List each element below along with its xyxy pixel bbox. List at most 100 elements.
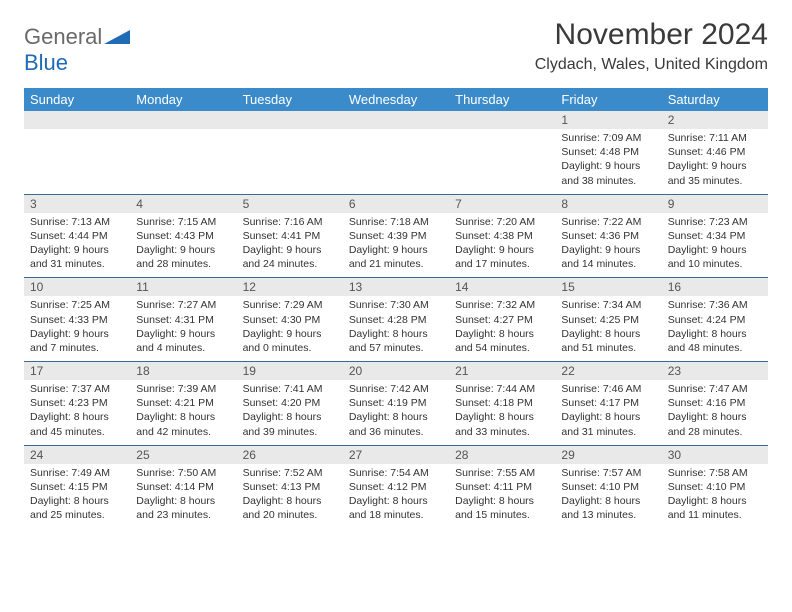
empty-daynum xyxy=(130,111,236,129)
day-number: 18 xyxy=(130,362,236,380)
calendar-cell: 4Sunrise: 7:15 AMSunset: 4:43 PMDaylight… xyxy=(130,194,236,278)
calendar-cell xyxy=(130,111,236,194)
calendar-cell: 27Sunrise: 7:54 AMSunset: 4:12 PMDayligh… xyxy=(343,445,449,528)
sunset-line: Sunset: 4:31 PM xyxy=(136,313,230,327)
sunset-line: Sunset: 4:20 PM xyxy=(243,396,337,410)
sunrise-line: Sunrise: 7:13 AM xyxy=(30,215,124,229)
sunrise-line: Sunrise: 7:27 AM xyxy=(136,298,230,312)
daylight-line: Daylight: 8 hours and 11 minutes. xyxy=(668,494,762,522)
calendar-week-row: 24Sunrise: 7:49 AMSunset: 4:15 PMDayligh… xyxy=(24,445,768,528)
cell-body: Sunrise: 7:09 AMSunset: 4:48 PMDaylight:… xyxy=(555,129,661,194)
weekday-header: Monday xyxy=(130,88,236,111)
logo-word-blue: Blue xyxy=(24,50,68,75)
logo-text: General Blue xyxy=(24,24,130,76)
cell-body: Sunrise: 7:27 AMSunset: 4:31 PMDaylight:… xyxy=(130,296,236,361)
calendar-cell: 5Sunrise: 7:16 AMSunset: 4:41 PMDaylight… xyxy=(237,194,343,278)
weekday-header: Thursday xyxy=(449,88,555,111)
sunset-line: Sunset: 4:39 PM xyxy=(349,229,443,243)
calendar-cell: 30Sunrise: 7:58 AMSunset: 4:10 PMDayligh… xyxy=(662,445,768,528)
cell-body: Sunrise: 7:57 AMSunset: 4:10 PMDaylight:… xyxy=(555,464,661,529)
sunrise-line: Sunrise: 7:46 AM xyxy=(561,382,655,396)
calendar-cell: 20Sunrise: 7:42 AMSunset: 4:19 PMDayligh… xyxy=(343,362,449,446)
sunset-line: Sunset: 4:12 PM xyxy=(349,480,443,494)
sunrise-line: Sunrise: 7:41 AM xyxy=(243,382,337,396)
cell-body: Sunrise: 7:15 AMSunset: 4:43 PMDaylight:… xyxy=(130,213,236,278)
calendar-cell: 6Sunrise: 7:18 AMSunset: 4:39 PMDaylight… xyxy=(343,194,449,278)
daylight-line: Daylight: 9 hours and 14 minutes. xyxy=(561,243,655,271)
daylight-line: Daylight: 9 hours and 10 minutes. xyxy=(668,243,762,271)
calendar-cell: 26Sunrise: 7:52 AMSunset: 4:13 PMDayligh… xyxy=(237,445,343,528)
daylight-line: Daylight: 8 hours and 18 minutes. xyxy=(349,494,443,522)
day-number: 20 xyxy=(343,362,449,380)
sunset-line: Sunset: 4:17 PM xyxy=(561,396,655,410)
calendar-cell: 3Sunrise: 7:13 AMSunset: 4:44 PMDaylight… xyxy=(24,194,130,278)
empty-daynum xyxy=(449,111,555,129)
sunrise-line: Sunrise: 7:55 AM xyxy=(455,466,549,480)
daylight-line: Daylight: 8 hours and 33 minutes. xyxy=(455,410,549,438)
calendar-cell: 12Sunrise: 7:29 AMSunset: 4:30 PMDayligh… xyxy=(237,278,343,362)
daylight-line: Daylight: 9 hours and 24 minutes. xyxy=(243,243,337,271)
calendar-cell: 22Sunrise: 7:46 AMSunset: 4:17 PMDayligh… xyxy=(555,362,661,446)
sunset-line: Sunset: 4:38 PM xyxy=(455,229,549,243)
calendar-cell xyxy=(237,111,343,194)
cell-body: Sunrise: 7:41 AMSunset: 4:20 PMDaylight:… xyxy=(237,380,343,445)
calendar-cell: 18Sunrise: 7:39 AMSunset: 4:21 PMDayligh… xyxy=(130,362,236,446)
daylight-line: Daylight: 8 hours and 36 minutes. xyxy=(349,410,443,438)
cell-body-empty xyxy=(130,129,236,187)
daylight-line: Daylight: 8 hours and 51 minutes. xyxy=(561,327,655,355)
cell-body: Sunrise: 7:29 AMSunset: 4:30 PMDaylight:… xyxy=(237,296,343,361)
sunset-line: Sunset: 4:15 PM xyxy=(30,480,124,494)
sunrise-line: Sunrise: 7:47 AM xyxy=(668,382,762,396)
sunrise-line: Sunrise: 7:11 AM xyxy=(668,131,762,145)
weekday-header: Tuesday xyxy=(237,88,343,111)
sunrise-line: Sunrise: 7:32 AM xyxy=(455,298,549,312)
sunrise-line: Sunrise: 7:20 AM xyxy=(455,215,549,229)
calendar-week-row: 1Sunrise: 7:09 AMSunset: 4:48 PMDaylight… xyxy=(24,111,768,194)
location-text: Clydach, Wales, United Kingdom xyxy=(535,56,768,74)
weekday-header: Sunday xyxy=(24,88,130,111)
day-number: 2 xyxy=(662,111,768,129)
calendar-cell: 9Sunrise: 7:23 AMSunset: 4:34 PMDaylight… xyxy=(662,194,768,278)
day-number: 9 xyxy=(662,195,768,213)
cell-body: Sunrise: 7:47 AMSunset: 4:16 PMDaylight:… xyxy=(662,380,768,445)
day-number: 11 xyxy=(130,278,236,296)
daylight-line: Daylight: 8 hours and 25 minutes. xyxy=(30,494,124,522)
cell-body: Sunrise: 7:50 AMSunset: 4:14 PMDaylight:… xyxy=(130,464,236,529)
daylight-line: Daylight: 9 hours and 17 minutes. xyxy=(455,243,549,271)
day-number: 17 xyxy=(24,362,130,380)
daylight-line: Daylight: 9 hours and 21 minutes. xyxy=(349,243,443,271)
calendar-cell: 25Sunrise: 7:50 AMSunset: 4:14 PMDayligh… xyxy=(130,445,236,528)
brand-logo: General Blue xyxy=(24,18,130,76)
calendar-cell: 7 Sunrise: 7:20 AMSunset: 4:38 PMDaylight… xyxy=(449,194,555,278)
sunset-line: Sunset: 4:30 PM xyxy=(243,313,337,327)
sunrise-line: Sunrise: 7:29 AM xyxy=(243,298,337,312)
day-number: 14 xyxy=(449,278,555,296)
calendar-cell: 16Sunrise: 7:36 AMSunset: 4:24 PMDayligh… xyxy=(662,278,768,362)
daylight-line: Daylight: 8 hours and 42 minutes. xyxy=(136,410,230,438)
sunset-line: Sunset: 4:27 PM xyxy=(455,313,549,327)
weekday-header: Wednesday xyxy=(343,88,449,111)
cell-body: Sunrise: 7:32 AMSunset: 4:27 PMDaylight:… xyxy=(449,296,555,361)
sunset-line: Sunset: 4:23 PM xyxy=(30,396,124,410)
daylight-line: Daylight: 8 hours and 15 minutes. xyxy=(455,494,549,522)
day-number: 27 xyxy=(343,446,449,464)
empty-daynum xyxy=(24,111,130,129)
day-number: 4 xyxy=(130,195,236,213)
day-number: 29 xyxy=(555,446,661,464)
sunset-line: Sunset: 4:13 PM xyxy=(243,480,337,494)
calendar-cell: 11Sunrise: 7:27 AMSunset: 4:31 PMDayligh… xyxy=(130,278,236,362)
month-title: November 2024 xyxy=(535,18,768,52)
calendar-week-row: 10Sunrise: 7:25 AMSunset: 4:33 PMDayligh… xyxy=(24,278,768,362)
cell-body: Sunrise: 7:25 AMSunset: 4:33 PMDaylight:… xyxy=(24,296,130,361)
empty-daynum xyxy=(343,111,449,129)
day-number: 21 xyxy=(449,362,555,380)
calendar-cell: 24Sunrise: 7:49 AMSunset: 4:15 PMDayligh… xyxy=(24,445,130,528)
daylight-line: Daylight: 9 hours and 4 minutes. xyxy=(136,327,230,355)
sunset-line: Sunset: 4:28 PM xyxy=(349,313,443,327)
sunset-line: Sunset: 4:48 PM xyxy=(561,145,655,159)
daylight-line: Daylight: 9 hours and 31 minutes. xyxy=(30,243,124,271)
sunrise-line: Sunrise: 7:34 AM xyxy=(561,298,655,312)
day-number: 8 xyxy=(555,195,661,213)
cell-body: Sunrise: 7:34 AMSunset: 4:25 PMDaylight:… xyxy=(555,296,661,361)
day-number: 7 xyxy=(449,195,555,213)
